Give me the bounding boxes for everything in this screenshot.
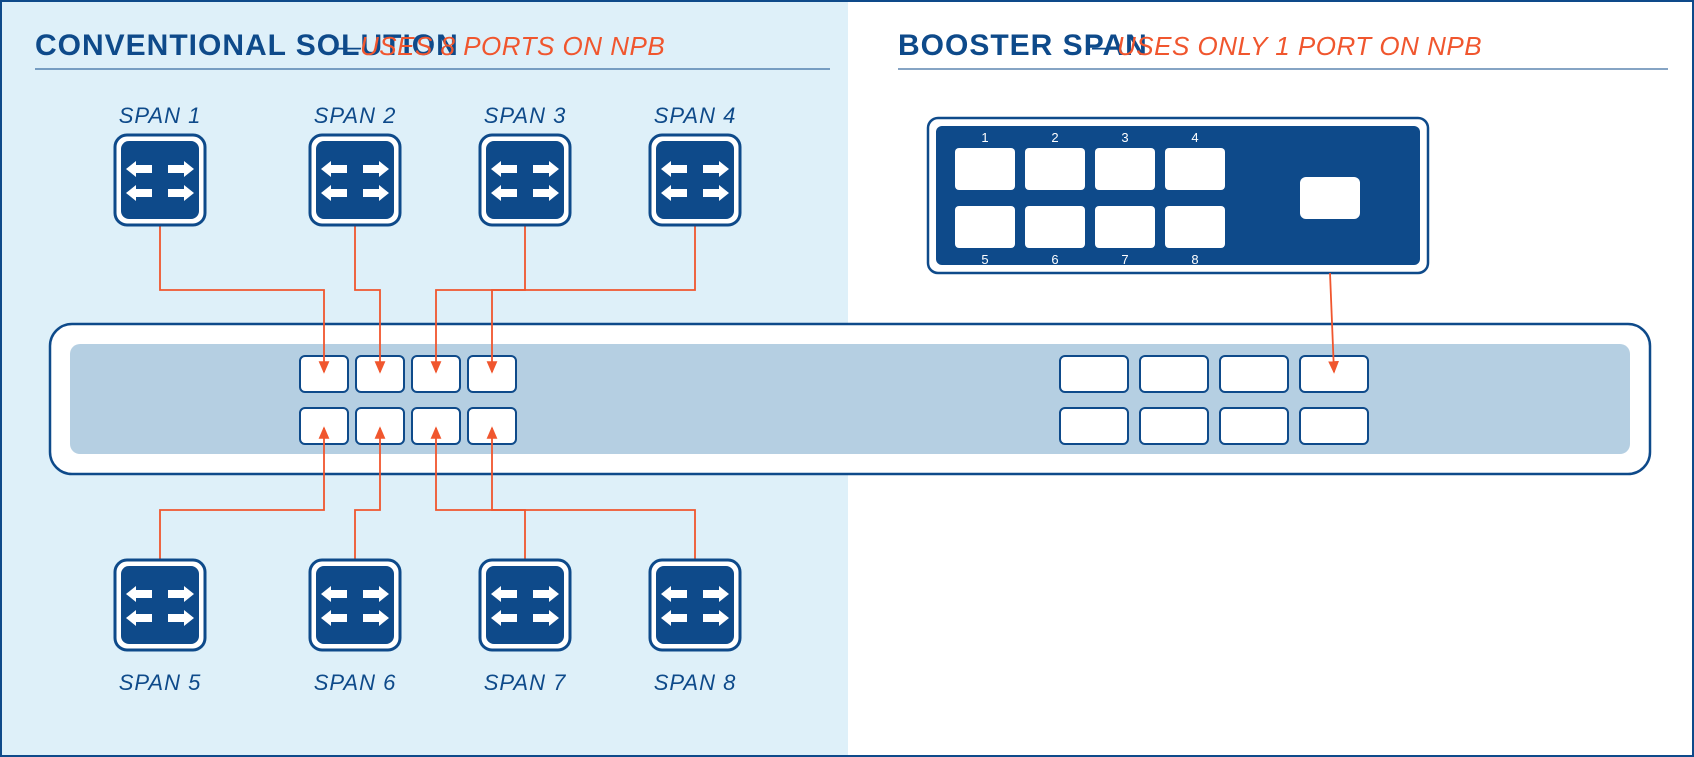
left-dash: — bbox=[334, 31, 362, 61]
booster-port-2 bbox=[1025, 148, 1085, 190]
span-label-top-4: SPAN 4 bbox=[654, 103, 737, 128]
npb-port-r-bot-1 bbox=[1060, 408, 1128, 444]
right-subtitle: USES ONLY 1 PORT ON NPB bbox=[1117, 31, 1482, 61]
booster-port-8 bbox=[1165, 206, 1225, 248]
switch-bot-4-inner bbox=[656, 566, 734, 644]
booster-port-num-7: 7 bbox=[1121, 252, 1128, 267]
booster-port-num-8: 8 bbox=[1191, 252, 1198, 267]
switch-bot-1-inner bbox=[121, 566, 199, 644]
booster-port-7 bbox=[1095, 206, 1155, 248]
booster-port-5 bbox=[955, 206, 1015, 248]
booster-port-num-6: 6 bbox=[1051, 252, 1058, 267]
npb-port-r-top-1 bbox=[1060, 356, 1128, 392]
switch-top-2-inner bbox=[316, 141, 394, 219]
switch-bot-2-inner bbox=[316, 566, 394, 644]
booster-port-4 bbox=[1165, 148, 1225, 190]
span-label-top-3: SPAN 3 bbox=[484, 103, 567, 128]
booster-port-6 bbox=[1025, 206, 1085, 248]
switch-top-1-inner bbox=[121, 141, 199, 219]
booster-port-num-4: 4 bbox=[1191, 130, 1198, 145]
span-label-bot-2: SPAN 6 bbox=[314, 670, 397, 695]
span-label-bot-3: SPAN 7 bbox=[484, 670, 567, 695]
npb-port-r-bot-2 bbox=[1140, 408, 1208, 444]
switch-top-3-inner bbox=[486, 141, 564, 219]
span-label-top-1: SPAN 1 bbox=[119, 103, 202, 128]
booster-out-port bbox=[1300, 177, 1360, 219]
booster-port-num-3: 3 bbox=[1121, 130, 1128, 145]
booster-port-3 bbox=[1095, 148, 1155, 190]
npb-port-r-top-2 bbox=[1140, 356, 1208, 392]
left-subtitle: USES 8 PORTS ON NPB bbox=[360, 31, 665, 61]
booster-port-num-2: 2 bbox=[1051, 130, 1058, 145]
span-label-bot-4: SPAN 8 bbox=[654, 670, 737, 695]
npb-port-r-bot-4 bbox=[1300, 408, 1368, 444]
booster-port-num-5: 5 bbox=[981, 252, 988, 267]
switch-top-4-inner bbox=[656, 141, 734, 219]
span-label-top-2: SPAN 2 bbox=[314, 103, 397, 128]
npb-port-r-top-3 bbox=[1220, 356, 1288, 392]
switch-bot-3-inner bbox=[486, 566, 564, 644]
booster-port-num-1: 1 bbox=[981, 130, 988, 145]
booster-port-1 bbox=[955, 148, 1015, 190]
right-dash: — bbox=[1091, 31, 1119, 61]
npb-port-r-bot-3 bbox=[1220, 408, 1288, 444]
span-label-bot-1: SPAN 5 bbox=[119, 670, 202, 695]
